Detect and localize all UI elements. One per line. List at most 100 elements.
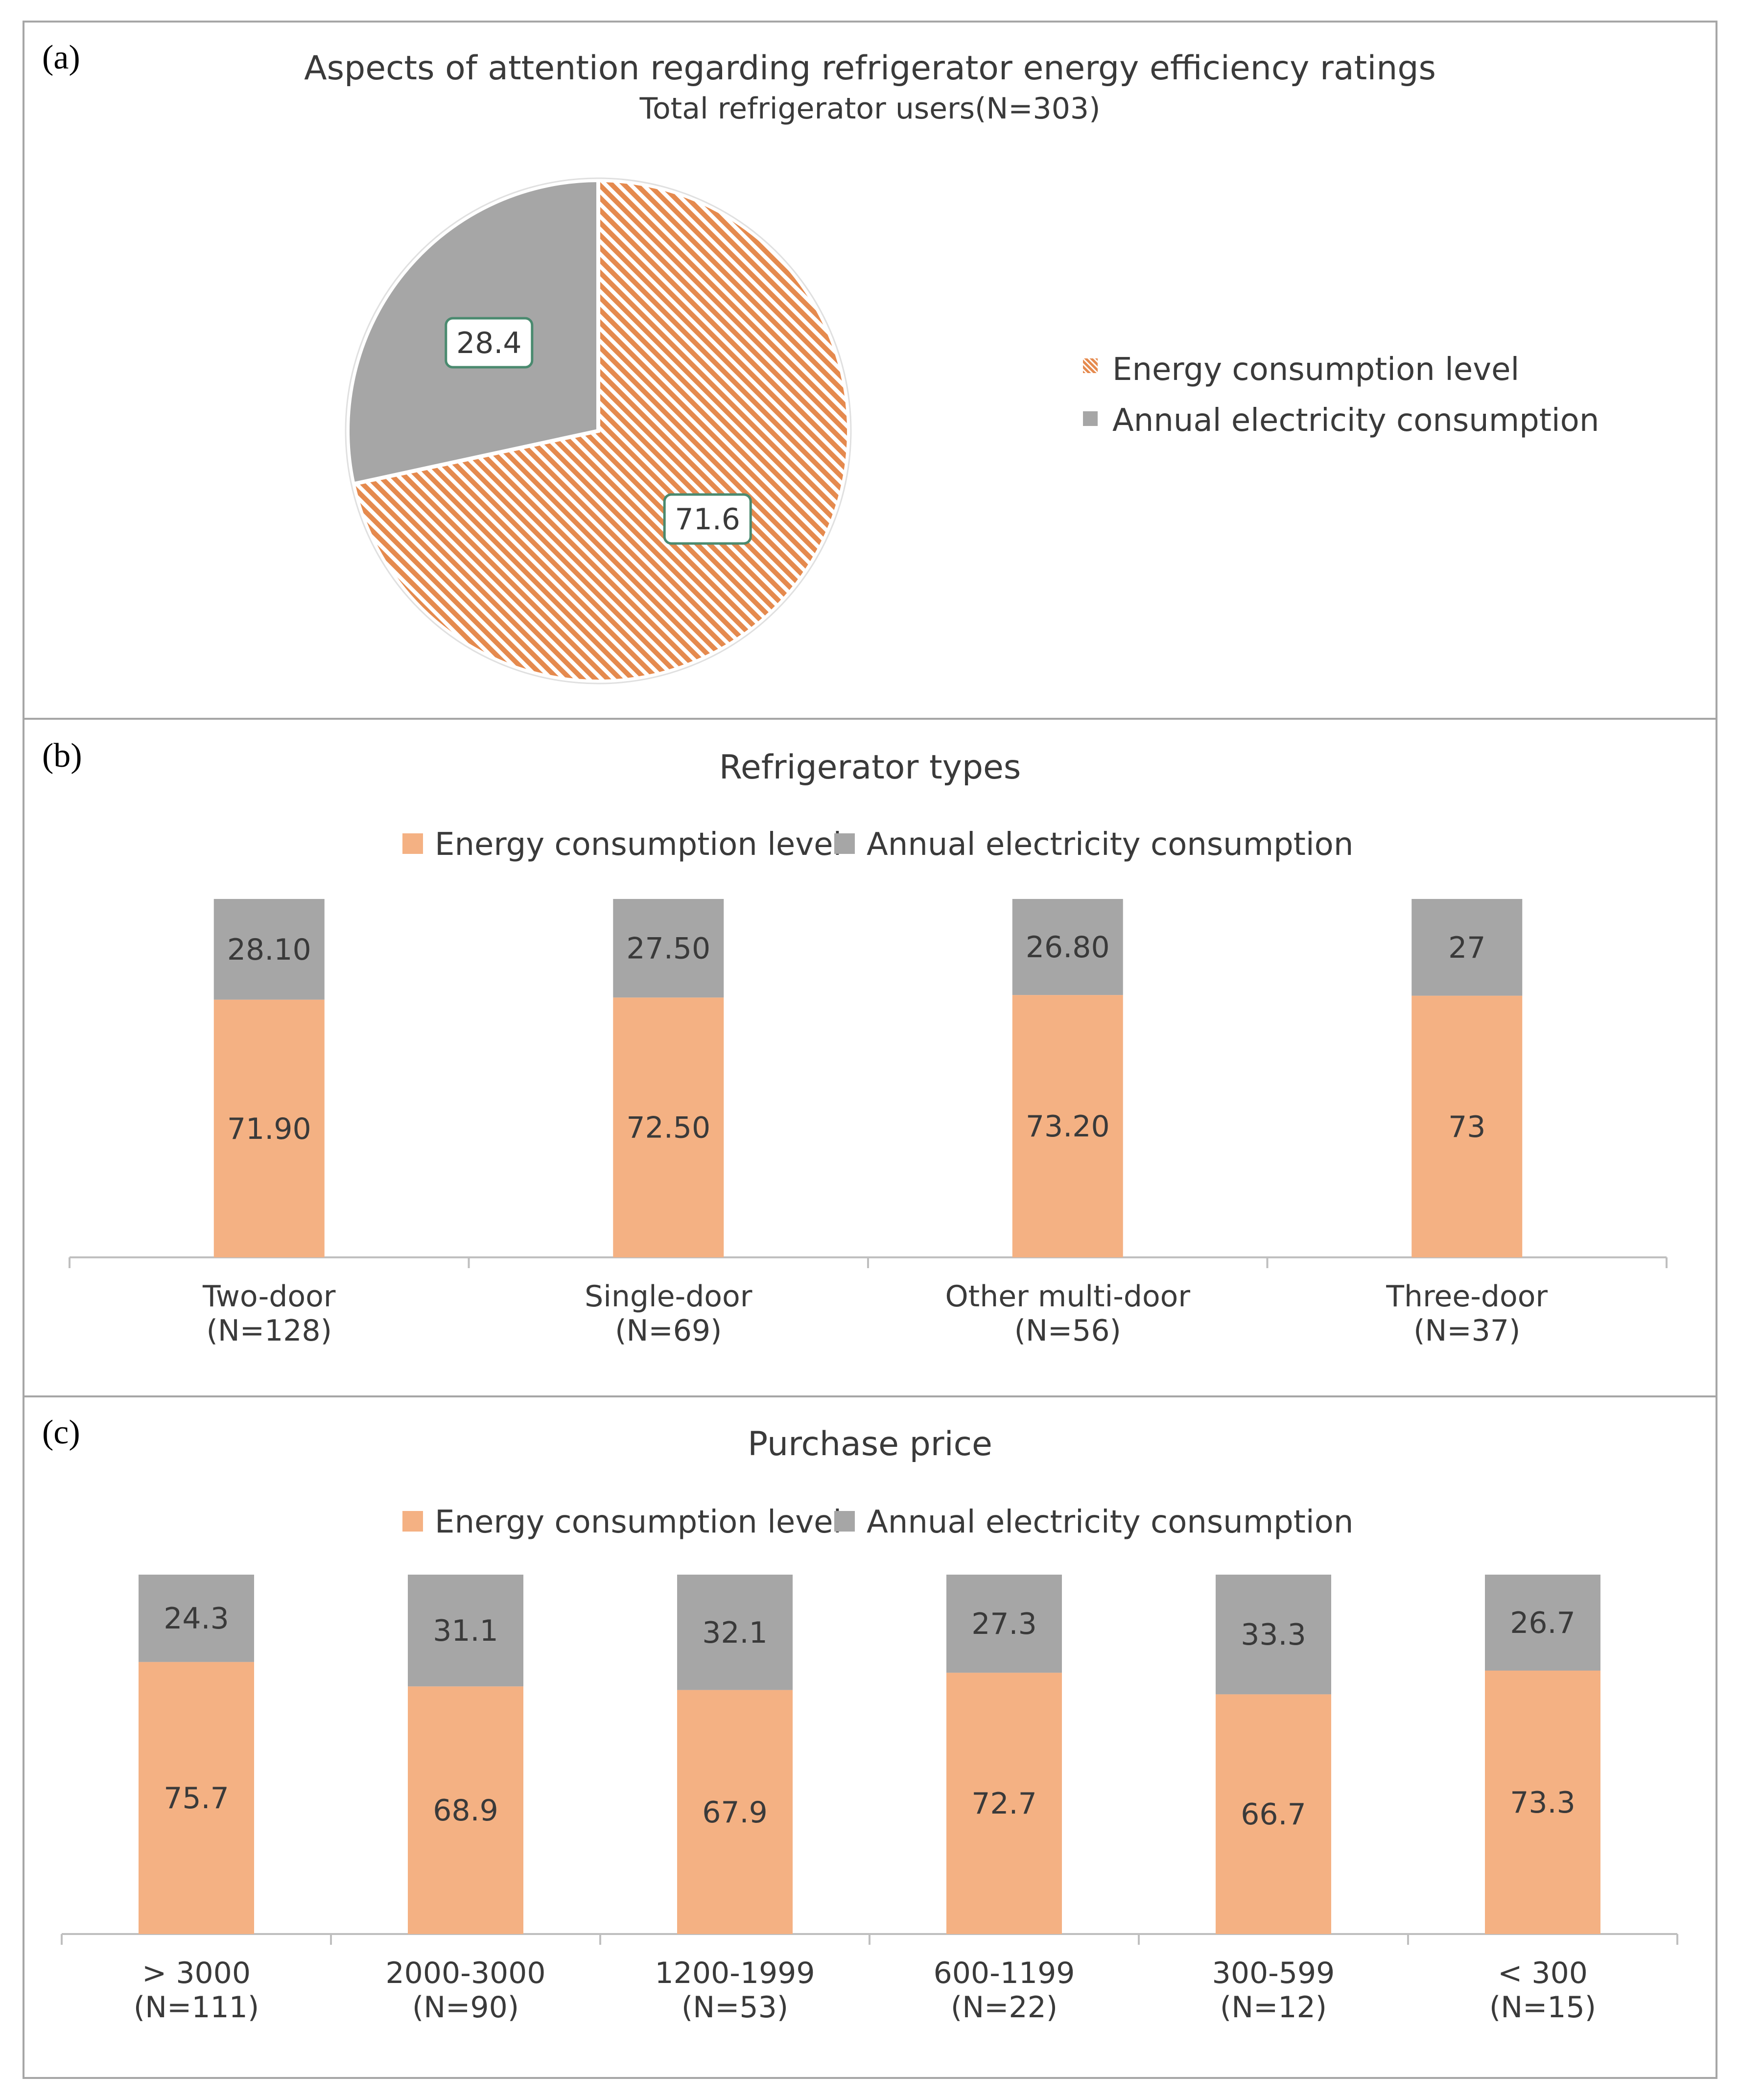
panel-a-title: Aspects of attention regarding refrigera… — [304, 49, 1436, 88]
bar-annual-label: 31.1 — [433, 1614, 498, 1648]
pie-label-box — [663, 493, 752, 545]
x-tick-label: 300-599 — [1212, 1956, 1335, 1990]
panel-c-letter: (c) — [42, 1414, 80, 1451]
bar-annual — [1216, 1575, 1331, 1695]
bar-energy — [946, 1673, 1062, 1934]
bar-annual — [1485, 1575, 1600, 1671]
pie-label-energy-consumption-level: 71.6 — [663, 493, 752, 545]
legend-swatch-annual — [1083, 411, 1098, 426]
stacked-bars-b: 71.90 28.10 Two-door(N=128) 72.50 27.50 Singl… — [69, 899, 1668, 1348]
bar-stack-two-door: 71.90 28.10 — [213, 899, 325, 1257]
bar-energy — [613, 997, 724, 1257]
bar-energy-label: 73.3 — [1510, 1786, 1575, 1820]
bar-energy-label: 67.9 — [702, 1795, 768, 1830]
bar-annual — [213, 899, 325, 1000]
panel-a-letter: (a) — [42, 39, 80, 76]
bar-energy — [677, 1690, 793, 1934]
bar-energy-label: 68.9 — [433, 1793, 498, 1828]
pie-outline — [345, 177, 852, 684]
legend-item-annual: Annual electricity consumption — [1083, 402, 1599, 439]
bar-stack-single-door: 72.50 27.50 — [613, 899, 724, 1257]
x-tick-sample-size: (N=12) — [1220, 1990, 1327, 2025]
bar-energy-label: 73 — [1448, 1110, 1485, 1144]
pie-label-value: 28.4 — [456, 326, 522, 360]
bar-annual-label: 32.1 — [702, 1616, 768, 1650]
bar-stack-three-door: 73 27 — [1411, 899, 1523, 1257]
bar-energy — [1411, 995, 1523, 1257]
bar-stack-other-multi-door: 73.20 26.80 — [1012, 899, 1123, 1257]
x-tick-label: < 300 — [1498, 1956, 1588, 1990]
bar-stack-2000-3000: 68.9 31.1 — [408, 1575, 523, 1934]
bar-energy-label: 75.7 — [164, 1781, 229, 1816]
bar-annual — [1012, 899, 1123, 995]
x-tick-sample-size: (N=56) — [1014, 1314, 1121, 1348]
panel-a-legend: Energy consumption level Annual electric… — [1083, 352, 1599, 439]
x-tick-label: 2000-3000 — [385, 1956, 545, 1990]
panel-b-legend: Energy consumption level Annual electric… — [402, 826, 1353, 863]
x-tick-sample-size: (N=22) — [951, 1990, 1058, 2025]
panel-b-title: Refrigerator types — [719, 748, 1021, 787]
bar-energy-label: 72.7 — [971, 1787, 1037, 1821]
panel-c-legend: Energy consumption level Annual electric… — [402, 1504, 1353, 1540]
panel-a-subtitle: Total refrigerator users(N=303) — [639, 92, 1101, 126]
x-tick-label: Two-door — [202, 1279, 336, 1314]
legend-label-annual: Annual electricity consumption — [1112, 402, 1599, 439]
x-tick-label: > 3000 — [142, 1956, 251, 1990]
bar-energy-label: 73.20 — [1026, 1109, 1110, 1144]
bar-annual — [139, 1575, 254, 1662]
bar-annual — [1411, 899, 1523, 996]
x-tick-sample-size: (N=37) — [1413, 1314, 1520, 1348]
figure-frame — [23, 21, 1717, 2079]
bar-energy — [1485, 1670, 1600, 1934]
legend-swatch-energy — [402, 1511, 423, 1532]
bar-annual — [677, 1575, 793, 1690]
bar-annual-label: 27.50 — [626, 932, 710, 966]
bar-energy-label: 72.50 — [626, 1111, 710, 1145]
x-tick-label: Three-door — [1386, 1279, 1548, 1314]
x-tick-label: Single-door — [585, 1279, 752, 1314]
bar-energy — [408, 1686, 523, 1934]
x-tick-sample-size: (N=15) — [1489, 1990, 1596, 2025]
legend-label-energy: Energy consumption level — [435, 1504, 842, 1540]
bar-annual — [946, 1575, 1062, 1673]
bar-stack-1200-1999: 67.9 32.1 — [677, 1575, 793, 1934]
bar-energy — [1012, 995, 1123, 1257]
bar-energy — [139, 1662, 254, 1934]
pie-label-box — [445, 317, 534, 369]
x-tick-label: 600-1199 — [934, 1956, 1075, 1990]
x-tick-sample-size: (N=128) — [207, 1314, 332, 1348]
bar-annual-label: 24.3 — [164, 1602, 229, 1636]
panel-b-letter: (b) — [42, 737, 82, 775]
legend-label-annual: Annual electricity consumption — [867, 1504, 1353, 1540]
x-tick-sample-size: (N=53) — [682, 1990, 788, 2025]
pie-label-value: 71.6 — [675, 502, 740, 537]
bar-stack-600-1199: 72.7 27.3 — [946, 1575, 1062, 1934]
bar-annual-label: 33.3 — [1241, 1618, 1306, 1652]
legend-label-energy: Energy consumption level — [435, 826, 842, 863]
panel-c-title: Purchase price — [748, 1425, 992, 1463]
bar-energy — [1216, 1694, 1331, 1934]
bar-stack-300-599: 66.7 33.3 — [1216, 1575, 1331, 1934]
pie-slice-energy-consumption-level — [351, 178, 851, 684]
panel-a: (a) Aspects of attention regarding refri… — [42, 39, 1599, 684]
legend-label-annual: Annual electricity consumption — [867, 826, 1353, 863]
legend-swatch-energy-hatched — [1083, 358, 1098, 373]
panel-b: (b) Refrigerator types Energy consumptio… — [42, 737, 1668, 1348]
bar-annual-label: 26.7 — [1510, 1606, 1575, 1640]
legend-label-energy: Energy consumption level — [1112, 352, 1519, 388]
bar-energy — [213, 999, 325, 1257]
pie-label-annual-electricity-consumption: 28.4 — [445, 317, 534, 369]
bar-energy-label: 71.90 — [227, 1112, 311, 1146]
panel-c: (c) Purchase price Energy consumption le… — [42, 1414, 1678, 2025]
legend-swatch-annual — [834, 1511, 855, 1532]
bar-annual-label: 27 — [1448, 931, 1485, 965]
bar-energy-label: 66.7 — [1241, 1797, 1306, 1832]
bar-stack-3000: 75.7 24.3 — [139, 1575, 254, 1934]
x-tick-sample-size: (N=69) — [615, 1314, 722, 1348]
bar-annual-label: 26.80 — [1026, 930, 1110, 965]
legend-swatch-energy — [402, 833, 423, 854]
bar-annual — [613, 899, 724, 998]
bar-annual-label: 28.10 — [227, 933, 311, 967]
x-tick-sample-size: (N=90) — [412, 1990, 519, 2025]
